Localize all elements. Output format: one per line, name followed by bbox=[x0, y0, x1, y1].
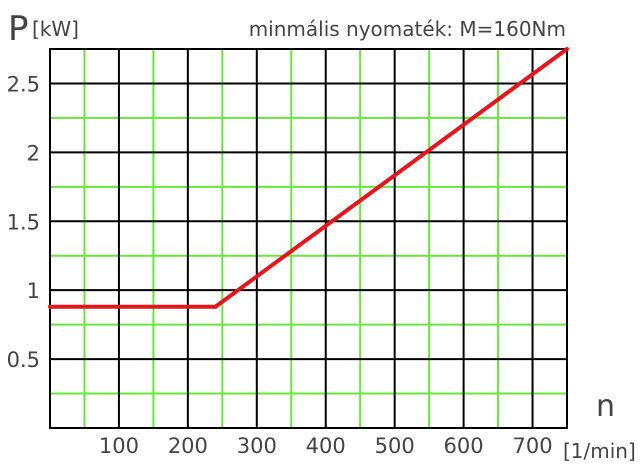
y-tick-label: 0.5 bbox=[7, 348, 40, 372]
chart-title: minmális nyomaték: M=160Nm bbox=[249, 17, 566, 41]
y-tick-label: 2.5 bbox=[7, 72, 40, 96]
x-tick-label: 300 bbox=[237, 434, 277, 458]
x-tick-label: 600 bbox=[444, 434, 484, 458]
y-axis-unit: [kW] bbox=[32, 17, 79, 41]
x-tick-label: 400 bbox=[306, 434, 346, 458]
x-axis-label: n bbox=[596, 389, 615, 424]
x-axis-unit: [1/min] bbox=[563, 439, 636, 463]
tick-labels: 100 200 300 400 500 600 700 0.5 1 1.5 2 2.5 bbox=[7, 72, 553, 458]
major-gridlines bbox=[49, 48, 568, 429]
data-point bbox=[565, 47, 569, 51]
y-tick-label: 1 bbox=[27, 279, 40, 303]
x-tick-label: 700 bbox=[512, 434, 552, 458]
x-tick-label: 500 bbox=[375, 434, 415, 458]
data-point bbox=[213, 304, 218, 309]
x-tick-label: 200 bbox=[168, 434, 208, 458]
x-tick-label: 100 bbox=[99, 434, 139, 458]
labels-layer: P [kW] minmális nyomaték: M=160Nm n [1/m… bbox=[8, 9, 636, 463]
series-layer bbox=[48, 47, 569, 309]
data-point bbox=[48, 304, 52, 309]
plot-frame bbox=[49, 48, 568, 429]
y-tick-label: 2 bbox=[27, 141, 40, 165]
y-axis-label: P bbox=[8, 9, 29, 49]
series-line-0 bbox=[50, 47, 569, 309]
y-tick-label: 1.5 bbox=[7, 210, 40, 234]
